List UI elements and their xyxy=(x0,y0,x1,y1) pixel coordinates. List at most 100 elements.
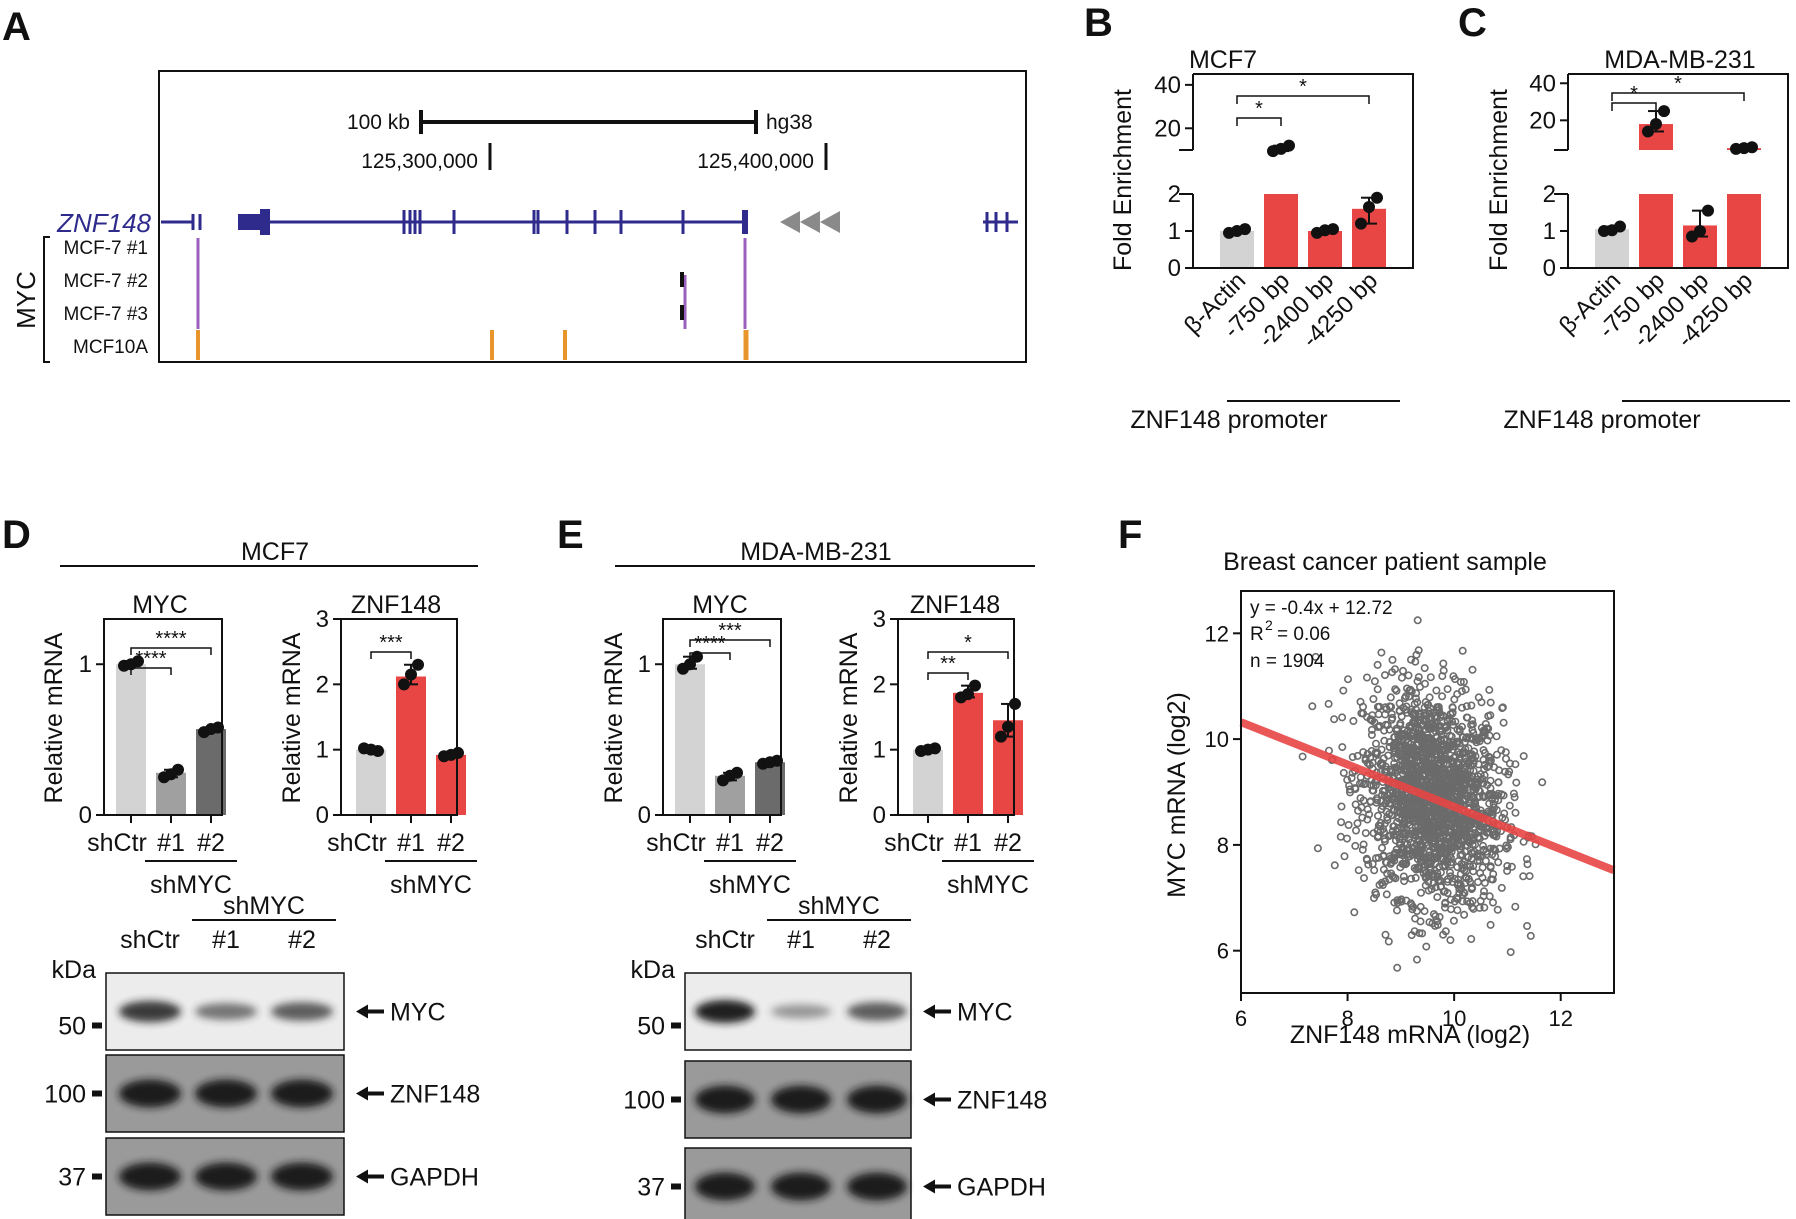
scatter-point xyxy=(1468,840,1477,849)
y-tick-label: 1 xyxy=(316,737,329,764)
scatter-point xyxy=(1385,742,1394,751)
scatter-point xyxy=(1523,921,1532,930)
data-point-0-2 xyxy=(365,743,377,756)
scatter-point xyxy=(1407,655,1416,664)
arrow-left-icon xyxy=(356,1086,384,1101)
scatter-point xyxy=(1346,785,1355,794)
blot-lane-label-0: shCtr xyxy=(695,926,755,954)
scatter-point xyxy=(1359,748,1368,757)
scatter-point xyxy=(1519,752,1528,761)
scatter-point xyxy=(1418,807,1427,816)
plot-frame xyxy=(897,618,1015,816)
y-tick-label: 8 xyxy=(1217,833,1229,858)
data-point-0-2 xyxy=(125,658,137,671)
panel-e-cell-line: MDA-MB-231 xyxy=(740,538,891,566)
scatter-point xyxy=(1382,807,1391,816)
scatter-point xyxy=(1352,826,1361,835)
scatter-point xyxy=(1480,878,1489,887)
scatter-point xyxy=(1395,840,1404,849)
chart-f-equation: y = -0.4x + 12.72 xyxy=(1250,598,1393,619)
y-tick-label: 12 xyxy=(1205,621,1229,646)
scatter-point xyxy=(1486,863,1495,872)
scatter-point xyxy=(1469,759,1478,768)
scatter-point xyxy=(1489,870,1498,879)
scatter-point xyxy=(1380,736,1389,745)
scatter-point xyxy=(1506,948,1515,957)
scatter-point xyxy=(1428,722,1437,731)
scatter-point xyxy=(1478,733,1487,742)
scatter-point xyxy=(1471,752,1480,761)
scatter-point xyxy=(1502,754,1511,763)
scatter-point xyxy=(1408,774,1417,783)
significance-bracket-0 xyxy=(1611,102,1657,111)
significance-label-0: **** xyxy=(135,648,166,670)
scatter-point xyxy=(1386,765,1395,774)
scatter-point xyxy=(1390,856,1399,865)
scatter-point xyxy=(1420,709,1429,718)
scatter-point xyxy=(1410,833,1419,842)
scatter-point xyxy=(1347,773,1356,782)
scatter-point xyxy=(1469,867,1478,876)
blot-band-gapdh-1 xyxy=(195,1162,257,1191)
blot-band-znf148-2 xyxy=(271,1079,333,1108)
blot-group-label: shMYC xyxy=(798,892,880,920)
scatter-point xyxy=(1368,859,1377,868)
scatter-point xyxy=(1441,849,1450,858)
blot-marker-2: 37 xyxy=(58,1164,86,1192)
scatter-point xyxy=(1400,877,1409,886)
scatter-point xyxy=(1385,725,1394,734)
significance-label-0: **** xyxy=(694,633,725,655)
scatter-point xyxy=(1467,934,1476,943)
panel-letter-b: B xyxy=(1084,1,1113,45)
scatter-point xyxy=(1397,815,1406,824)
panel-b: B MCF7 Fold Enrichment 0122040β-Actin-75… xyxy=(1084,1,1414,434)
track-group-label: MYC xyxy=(11,271,41,329)
scatter-point xyxy=(1447,905,1456,914)
panel-letter-e: E xyxy=(557,513,584,557)
scatter-point xyxy=(1486,920,1495,929)
scatter-point xyxy=(1468,665,1477,674)
data-point-2-2 xyxy=(1319,224,1331,237)
scatter-point xyxy=(1350,908,1359,917)
scatter-point xyxy=(1455,888,1464,897)
scatter-point xyxy=(1373,685,1382,694)
scatter-point xyxy=(1403,808,1412,817)
panel-d: D MCF7 MYC Relative mRNA 0 1 shCtr #1 #2 shMY… xyxy=(2,513,480,1216)
blot-group-label: shMYC xyxy=(223,892,305,920)
significance-label-1: **** xyxy=(155,628,186,650)
scatter-point xyxy=(1372,890,1381,899)
scatter-point xyxy=(1455,725,1464,734)
scatter-point xyxy=(1380,726,1389,735)
scatter-point xyxy=(1458,703,1467,712)
scatter-point xyxy=(1479,841,1488,850)
scatter-point xyxy=(1486,711,1495,720)
scatter-point xyxy=(1490,803,1499,812)
scatter-point xyxy=(1412,689,1421,698)
scatter-point xyxy=(1367,715,1376,724)
scatter-point xyxy=(1468,883,1477,892)
significance-bracket-0 xyxy=(927,672,969,680)
scatter-point xyxy=(1358,845,1367,854)
scatter-point xyxy=(1391,665,1400,674)
scatter-point xyxy=(1390,853,1399,862)
scatter-point xyxy=(1391,754,1400,763)
scatter-point xyxy=(1413,616,1422,625)
chart-e1-plot: 0 1 shCtr #1 #2 shMYC ******* xyxy=(638,618,796,899)
scatter-point xyxy=(1490,827,1499,836)
panel-letter-f: F xyxy=(1118,513,1142,557)
scatter-point xyxy=(1449,721,1458,730)
blot-marker-tick xyxy=(92,1090,102,1097)
blot-band-myc-2 xyxy=(847,1002,907,1021)
scatter-point xyxy=(1468,726,1477,735)
chart-f-plot: 6 8 10 12 6 8 10 12 xyxy=(1205,590,1616,1031)
scatter-point xyxy=(1407,755,1416,764)
significance-label-1: *** xyxy=(718,620,742,642)
scatter-point xyxy=(1433,703,1442,712)
panel-f: F Breast cancer patient sample MYC mRNA … xyxy=(1118,513,1616,1049)
scatter-point xyxy=(1474,833,1483,842)
blot-band-myc-0 xyxy=(695,999,755,1024)
scatter-point xyxy=(1492,732,1501,741)
scatter-point xyxy=(1415,929,1424,938)
track-label-mcf7-3: MCF-7 #3 xyxy=(64,304,148,325)
